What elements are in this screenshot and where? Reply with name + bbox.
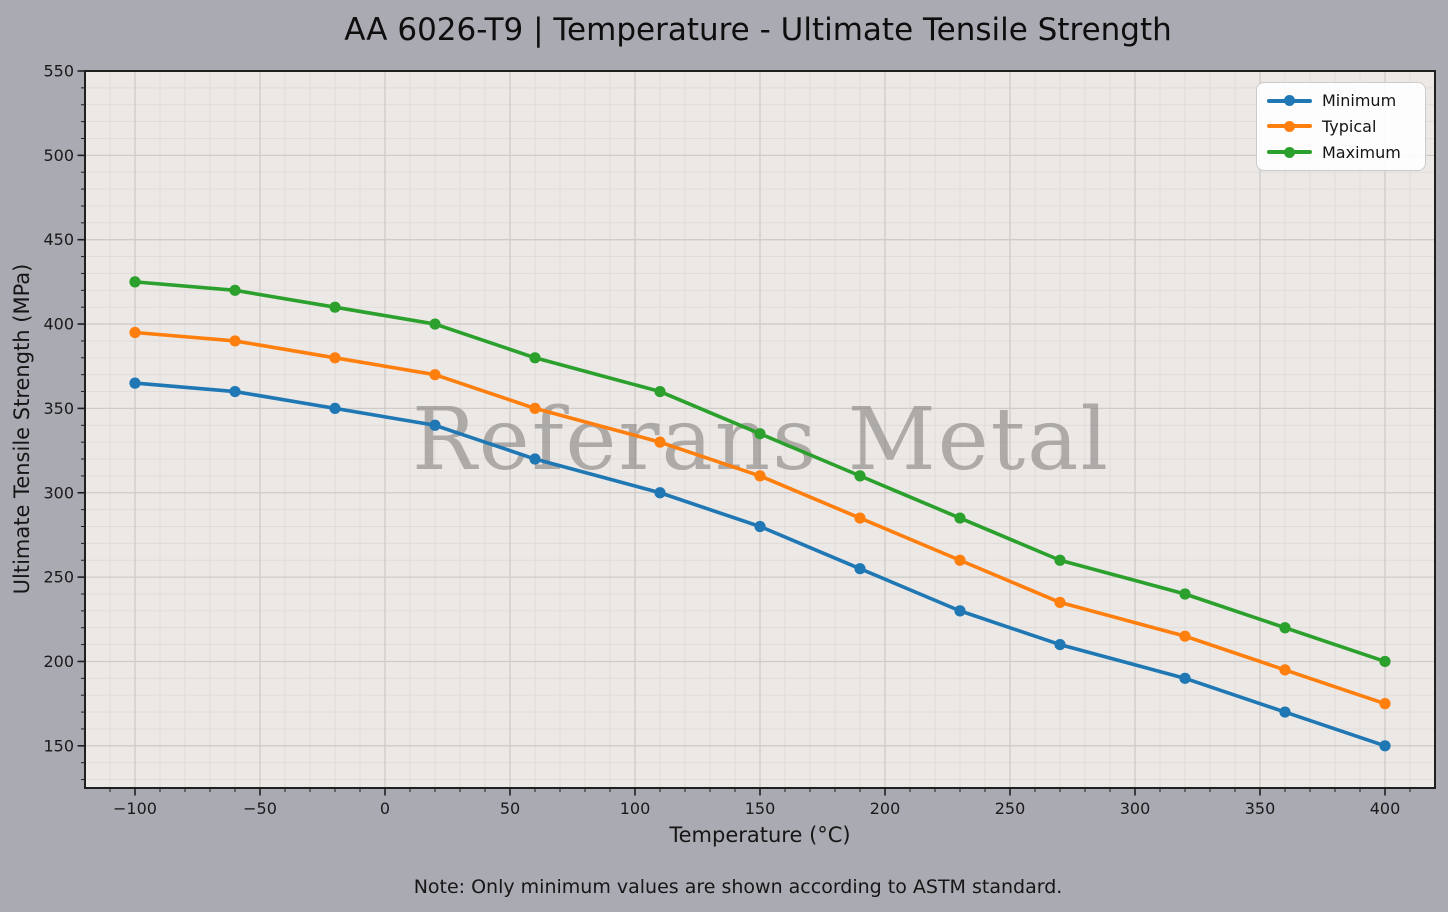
series-marker-maximum: [754, 428, 766, 440]
legend-line-sample-typical: [1267, 119, 1312, 133]
series-marker-minimum: [854, 563, 866, 575]
series-marker-maximum: [954, 512, 966, 524]
x-tick-label: 200: [870, 799, 901, 818]
series-marker-minimum: [1379, 740, 1391, 752]
legend-line-sample-minimum: [1267, 94, 1312, 108]
series-marker-typical: [1279, 664, 1291, 676]
legend-item-maximum: Maximum: [1267, 140, 1415, 164]
y-tick-label: 450: [43, 230, 74, 249]
series-marker-minimum: [1279, 706, 1291, 718]
chart-title: AA 6026-T9 | Temperature - Ultimate Tens…: [344, 12, 1172, 48]
y-tick-label: 200: [43, 652, 74, 671]
series-marker-minimum: [654, 487, 666, 499]
series-marker-maximum: [429, 318, 441, 330]
x-tick-label: 400: [1370, 799, 1401, 818]
series-marker-minimum: [1054, 639, 1066, 651]
x-tick-label: 100: [620, 799, 651, 818]
legend-label-typical: Typical: [1322, 116, 1377, 136]
tick-labels: −100 −50 0 50 100 150 200 250 300 350 400 150 200 250…: [43, 62, 1400, 819]
series-marker-minimum: [229, 385, 241, 398]
series-marker-typical: [654, 436, 666, 448]
legend-item-typical: Typical: [1267, 114, 1415, 138]
legend-item-minimum: Minimum: [1267, 89, 1415, 113]
series-marker-typical: [854, 512, 866, 524]
series-marker-maximum: [529, 352, 541, 364]
series-layer: [129, 276, 1391, 752]
x-tick-label: −100: [113, 799, 157, 818]
series-marker-maximum: [1179, 588, 1191, 600]
series-marker-typical: [1379, 698, 1391, 710]
series-marker-maximum: [129, 276, 141, 288]
legend-line-sample-maximum: [1267, 145, 1312, 159]
x-tick-label: 50: [500, 799, 520, 818]
series-marker-maximum: [329, 301, 341, 313]
series-marker-typical: [1179, 630, 1191, 642]
series-marker-minimum: [1179, 672, 1191, 684]
series-marker-typical: [129, 326, 141, 339]
series-marker-minimum: [329, 402, 341, 415]
series-marker-typical: [329, 352, 341, 364]
series-marker-minimum: [754, 520, 766, 533]
y-tick-label: 400: [43, 315, 74, 334]
legend-label-minimum: Minimum: [1322, 91, 1397, 111]
x-tick-label: 150: [745, 799, 776, 818]
series-marker-maximum: [1054, 554, 1066, 566]
series-marker-maximum: [229, 284, 241, 296]
x-tick-label: −50: [243, 799, 277, 818]
series-marker-minimum: [429, 419, 441, 431]
series-marker-minimum: [129, 377, 141, 389]
x-axis-label: Temperature (°C): [669, 823, 851, 847]
x-tick-label: 0: [380, 799, 390, 818]
x-tick-label: 250: [995, 799, 1026, 818]
x-tick-label: 300: [1120, 799, 1151, 818]
y-tick-label: 550: [43, 62, 74, 81]
series-marker-typical: [754, 470, 766, 482]
series-marker-maximum: [654, 385, 666, 398]
legend-label-maximum: Maximum: [1322, 142, 1401, 162]
y-tick-label: 150: [43, 736, 74, 755]
series-marker-typical: [954, 554, 966, 566]
series-marker-maximum: [1279, 622, 1291, 634]
footnote: Note: Only minimum values are shown acco…: [413, 876, 1063, 898]
y-tick-label: 300: [43, 483, 74, 502]
series-marker-maximum: [854, 470, 866, 482]
series-marker-typical: [229, 335, 241, 347]
y-tick-label: 250: [43, 568, 74, 587]
series-marker-minimum: [529, 453, 541, 465]
x-tick-label: 350: [1245, 799, 1276, 818]
y-tick-label: 350: [43, 399, 74, 418]
y-axis-label: Ultimate Tensile Strength (MPa): [10, 263, 34, 595]
series-marker-minimum: [954, 605, 966, 617]
axis-ticks: [77, 70, 1411, 796]
series-marker-typical: [429, 369, 441, 381]
series-marker-maximum: [1379, 655, 1391, 668]
legend: Minimum Typical Maximum: [1256, 82, 1426, 171]
y-tick-label: 500: [43, 146, 74, 165]
series-marker-typical: [529, 402, 541, 415]
series-marker-typical: [1054, 596, 1066, 609]
